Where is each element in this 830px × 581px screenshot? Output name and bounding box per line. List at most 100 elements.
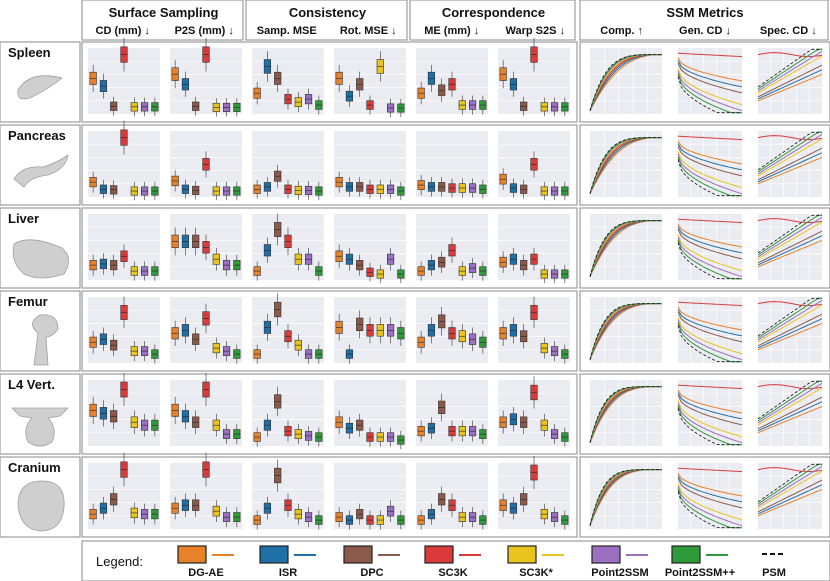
organ-shape-icon bbox=[11, 407, 69, 447]
ssm-panel bbox=[678, 214, 742, 280]
ssm-curve bbox=[677, 309, 743, 337]
ssm-curve bbox=[677, 322, 742, 363]
organ-label: L4 Vert. bbox=[8, 377, 55, 392]
organ-label: Pancreas bbox=[8, 128, 66, 143]
legend-label: PSM bbox=[762, 567, 786, 579]
legend-swatch bbox=[259, 545, 289, 564]
ssm-panel bbox=[678, 463, 742, 529]
ssm-curve bbox=[677, 60, 743, 88]
ssm-curve bbox=[757, 382, 823, 424]
ssm-curve bbox=[757, 152, 823, 183]
metric-label: ME (mm) ↓ bbox=[424, 25, 479, 37]
ssm-curve bbox=[757, 48, 822, 90]
ssm-curve bbox=[677, 405, 742, 446]
ssm-curve bbox=[677, 70, 743, 112]
ssm-panel bbox=[678, 131, 742, 197]
legend-label: DPC bbox=[360, 567, 383, 579]
ssm-curve bbox=[677, 76, 742, 114]
legend-label: DG-AE bbox=[188, 567, 223, 579]
ssm-panel bbox=[678, 380, 742, 446]
legend-swatch bbox=[591, 545, 621, 564]
legend-label: Point2SSM++ bbox=[665, 567, 735, 579]
ssm-curve bbox=[589, 303, 662, 360]
metric-label: Comp. ↑ bbox=[600, 25, 643, 37]
ssm-curve bbox=[757, 380, 822, 422]
legend-title: Legend: bbox=[96, 554, 143, 569]
ssm-curve bbox=[757, 322, 823, 351]
group-header bbox=[245, 0, 408, 41]
ssm-curve bbox=[677, 306, 743, 331]
metric-label: CD (mm) ↓ bbox=[96, 25, 150, 37]
ssm-curve bbox=[677, 392, 743, 420]
ssm-curve bbox=[677, 145, 743, 177]
ssm-curve bbox=[757, 147, 823, 181]
ssm-curve bbox=[757, 467, 823, 473]
ssm-curve bbox=[757, 484, 823, 515]
ssm-curve bbox=[677, 408, 742, 446]
ssm-curve bbox=[677, 488, 742, 529]
legend-swatch bbox=[671, 545, 701, 564]
ssm-curve bbox=[757, 50, 823, 92]
ssm-curve bbox=[757, 221, 823, 260]
ssm-curve bbox=[677, 389, 743, 414]
ssm-curve bbox=[757, 463, 822, 505]
ssm-curve bbox=[757, 69, 823, 100]
metric-label: Rot. MSE ↓ bbox=[340, 25, 397, 37]
ssm-curve bbox=[589, 386, 662, 443]
group-title: Consistency bbox=[289, 5, 367, 20]
ssm-curve bbox=[677, 218, 743, 224]
ssm-curve bbox=[677, 402, 743, 444]
row-frame bbox=[81, 207, 578, 289]
ssm-curve bbox=[677, 477, 743, 509]
ssm-curve bbox=[677, 236, 743, 278]
group-header bbox=[409, 0, 576, 41]
ssm-curve bbox=[757, 64, 823, 98]
row-frame bbox=[81, 373, 578, 455]
metric-label: Samp. MSE bbox=[257, 25, 317, 37]
ssm-curve bbox=[757, 235, 823, 266]
ssm-curve bbox=[757, 304, 823, 343]
ssm-curve bbox=[757, 131, 822, 173]
ssm-curve bbox=[757, 73, 823, 102]
ssm-curve bbox=[589, 54, 662, 111]
ssm-curve bbox=[589, 469, 662, 526]
ssm-curve bbox=[677, 153, 743, 195]
ssm-curve bbox=[757, 384, 823, 390]
group-title: SSM Metrics bbox=[666, 5, 743, 20]
ssm-curve bbox=[677, 135, 743, 141]
organ-label: Spleen bbox=[8, 45, 51, 60]
ssm-curve bbox=[677, 242, 742, 280]
organ-label: Cranium bbox=[8, 460, 61, 475]
ssm-curve bbox=[677, 485, 743, 527]
ssm-curve bbox=[757, 239, 823, 268]
group-title: Surface Sampling bbox=[109, 5, 219, 20]
legend-label: ISR bbox=[279, 567, 297, 579]
ssm-curve bbox=[677, 68, 743, 106]
ssm-curve bbox=[677, 491, 742, 529]
ssm-curve bbox=[677, 475, 743, 503]
ssm-curve bbox=[677, 394, 743, 426]
ssm-curve bbox=[677, 223, 743, 248]
ssm-panel bbox=[678, 297, 742, 363]
group-header bbox=[579, 0, 829, 41]
ssm-curve bbox=[757, 387, 823, 426]
ssm-curve bbox=[677, 472, 743, 497]
ssm-curve bbox=[757, 313, 823, 347]
ssm-curve bbox=[757, 318, 823, 349]
legend-label: Point2SSM bbox=[591, 567, 648, 579]
row-frame bbox=[81, 124, 578, 206]
ssm-curve bbox=[757, 479, 823, 513]
legend-swatch bbox=[424, 545, 454, 564]
organ-shape-icon bbox=[17, 75, 63, 100]
ssm-curve bbox=[757, 396, 823, 430]
organ-shape-icon bbox=[32, 314, 59, 366]
ssm-curve bbox=[677, 467, 743, 473]
metric-label: Spec. CD ↓ bbox=[760, 25, 817, 37]
ssm-curve bbox=[757, 297, 822, 339]
ssm-curve bbox=[757, 401, 823, 432]
ssm-panel bbox=[678, 48, 742, 114]
organ-cell bbox=[0, 124, 81, 206]
ssm-curve bbox=[757, 301, 823, 307]
ssm-curve bbox=[589, 220, 662, 277]
